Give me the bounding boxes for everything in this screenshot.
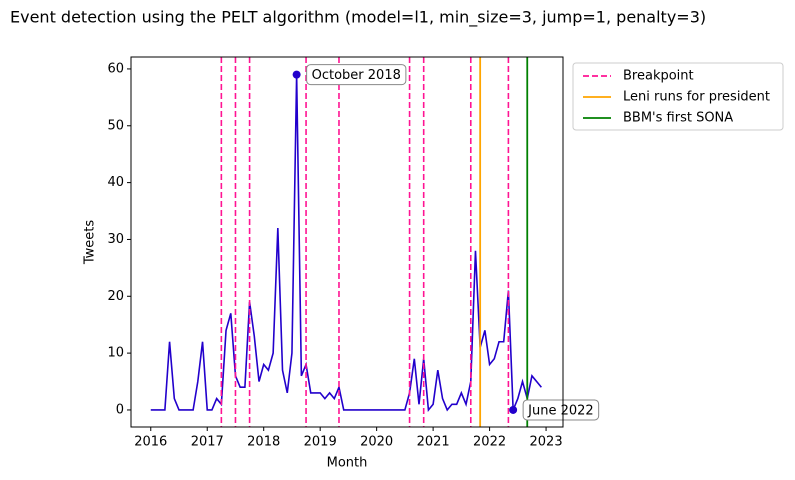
annotation-box	[522, 399, 600, 421]
annotation-box	[306, 64, 407, 86]
x-tick-label: 2019	[304, 435, 337, 450]
annotation-text: October 2018	[312, 68, 401, 83]
y-tick-label: 40	[107, 175, 124, 190]
legend-label: Breakpoint	[623, 69, 694, 84]
annotation-marker	[509, 405, 518, 414]
y-tick-label: 10	[107, 346, 124, 361]
x-axis-label: Month	[327, 456, 368, 471]
x-tick-label: 2016	[134, 435, 167, 450]
legend-label: Leni runs for president	[623, 90, 770, 105]
annotation-text: June 2022	[527, 403, 594, 418]
y-tick-label: 20	[107, 289, 124, 304]
annotation-marker	[292, 70, 301, 79]
x-tick-label: 2017	[191, 435, 224, 450]
legend-box	[572, 62, 784, 131]
x-tick-label: 2023	[530, 435, 563, 450]
x-tick-label: 2020	[360, 435, 393, 450]
legend: Breakpoint Leni runs for president BBM's f…	[572, 62, 784, 131]
y-tick-label: 0	[116, 402, 124, 417]
y-tick-label: 30	[107, 232, 124, 247]
x-tick-label: 2018	[247, 435, 280, 450]
data-line	[150, 74, 542, 412]
x-tick-label: 2022	[473, 435, 506, 450]
x-tick-label: 2021	[417, 435, 450, 450]
y-axis-label: Tweets	[83, 220, 98, 266]
chart-title: Event detection using the PELT algorithm…	[10, 8, 706, 28]
y-tick-label: 60	[107, 61, 124, 76]
legend-label: BBM's first SONA	[623, 111, 733, 126]
plot-frame	[130, 56, 564, 428]
y-tick-label: 50	[107, 118, 124, 133]
